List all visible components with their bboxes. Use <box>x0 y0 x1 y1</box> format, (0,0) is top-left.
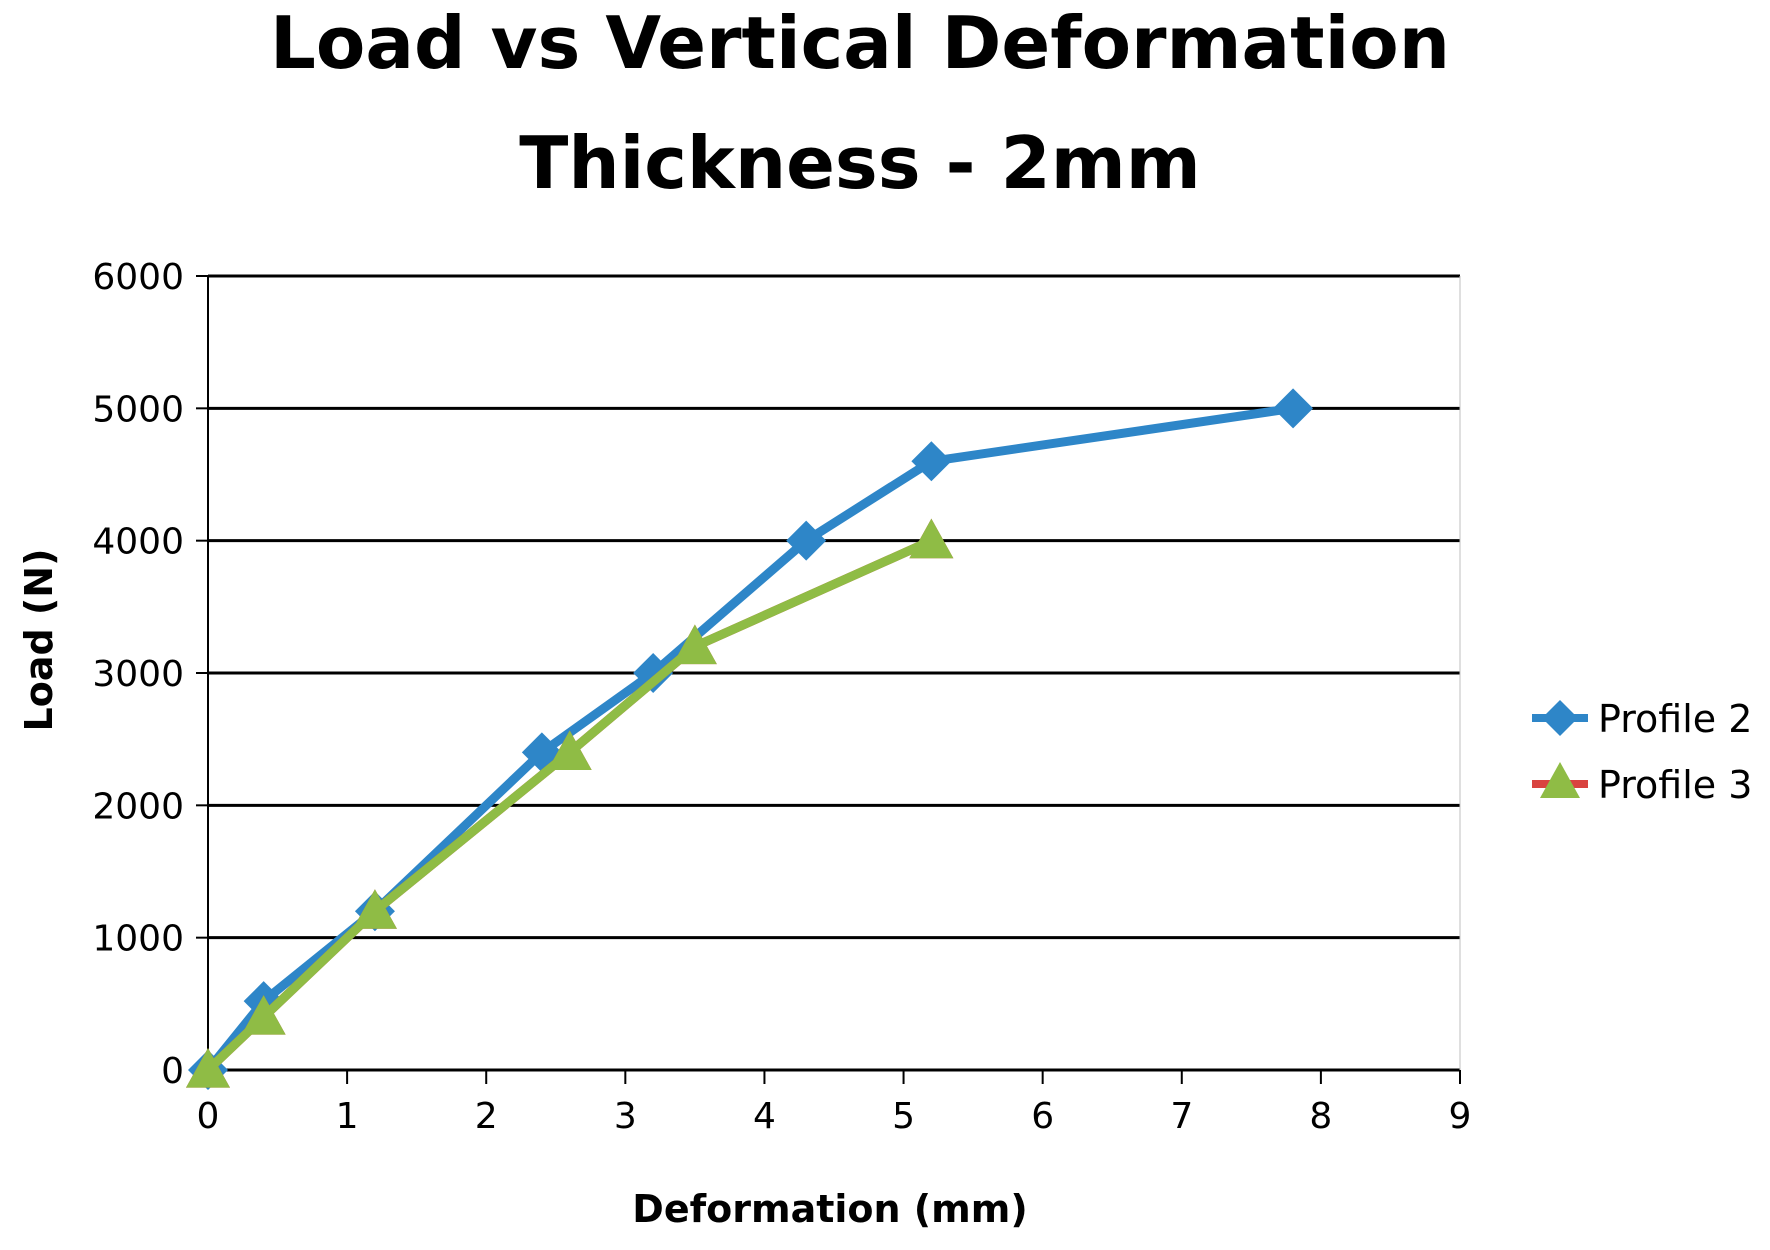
series-line-profile-2 <box>203 403 1298 1075</box>
x-tick-label: 7 <box>1170 1096 1193 1137</box>
x-tick-label: 1 <box>336 1096 359 1137</box>
x-tick-label: 5 <box>892 1096 915 1137</box>
data-point <box>786 520 827 561</box>
data-point <box>633 653 674 693</box>
x-tick-label: 0 <box>197 1096 220 1137</box>
legend-marker <box>1542 700 1578 736</box>
y-tick-label: 6000 <box>92 257 184 298</box>
x-tick-label: 8 <box>1309 1096 1332 1137</box>
y-tick-label: 2000 <box>92 786 184 827</box>
x-tick-label: 2 <box>475 1096 498 1137</box>
data-point <box>1273 388 1314 429</box>
legend-label: Profile 3 <box>1598 763 1752 807</box>
chart-title: Load vs Vertical Deformation <box>270 1 1450 85</box>
y-tick-label: 0 <box>161 1051 184 1092</box>
data-point <box>352 889 397 929</box>
axis-layer: 0 1000 2000 3000 4000 5000 6000 0 1 2 3 4 5 6 7 8 9 <box>92 257 1471 1137</box>
data-point <box>672 624 717 665</box>
legend-marker <box>1540 762 1580 798</box>
chart-subtitle: Thickness - 2mm <box>519 121 1201 205</box>
x-axis-title: Deformation (mm) <box>632 1187 1027 1231</box>
y-tick-label: 4000 <box>92 522 184 563</box>
data-point <box>909 518 954 559</box>
y-axis-title: Load (N) <box>17 549 61 732</box>
legend: Profile 2 Profile 3 <box>1532 697 1752 807</box>
x-tick-label: 9 <box>1449 1096 1472 1137</box>
x-tick-label: 6 <box>1031 1096 1054 1137</box>
data-point <box>186 1048 230 1088</box>
series-layer <box>186 388 1314 1090</box>
y-tick-label: 3000 <box>92 654 184 695</box>
legend-label: Profile 2 <box>1598 697 1752 741</box>
y-tick-label: 1000 <box>92 919 184 960</box>
grid-layer <box>208 274 1460 1072</box>
data-point <box>547 730 592 770</box>
x-tick-label: 4 <box>753 1096 776 1137</box>
x-tick-label: 3 <box>614 1096 637 1137</box>
data-point <box>241 995 286 1035</box>
data-point <box>911 441 952 482</box>
y-tick-label: 5000 <box>92 389 184 430</box>
